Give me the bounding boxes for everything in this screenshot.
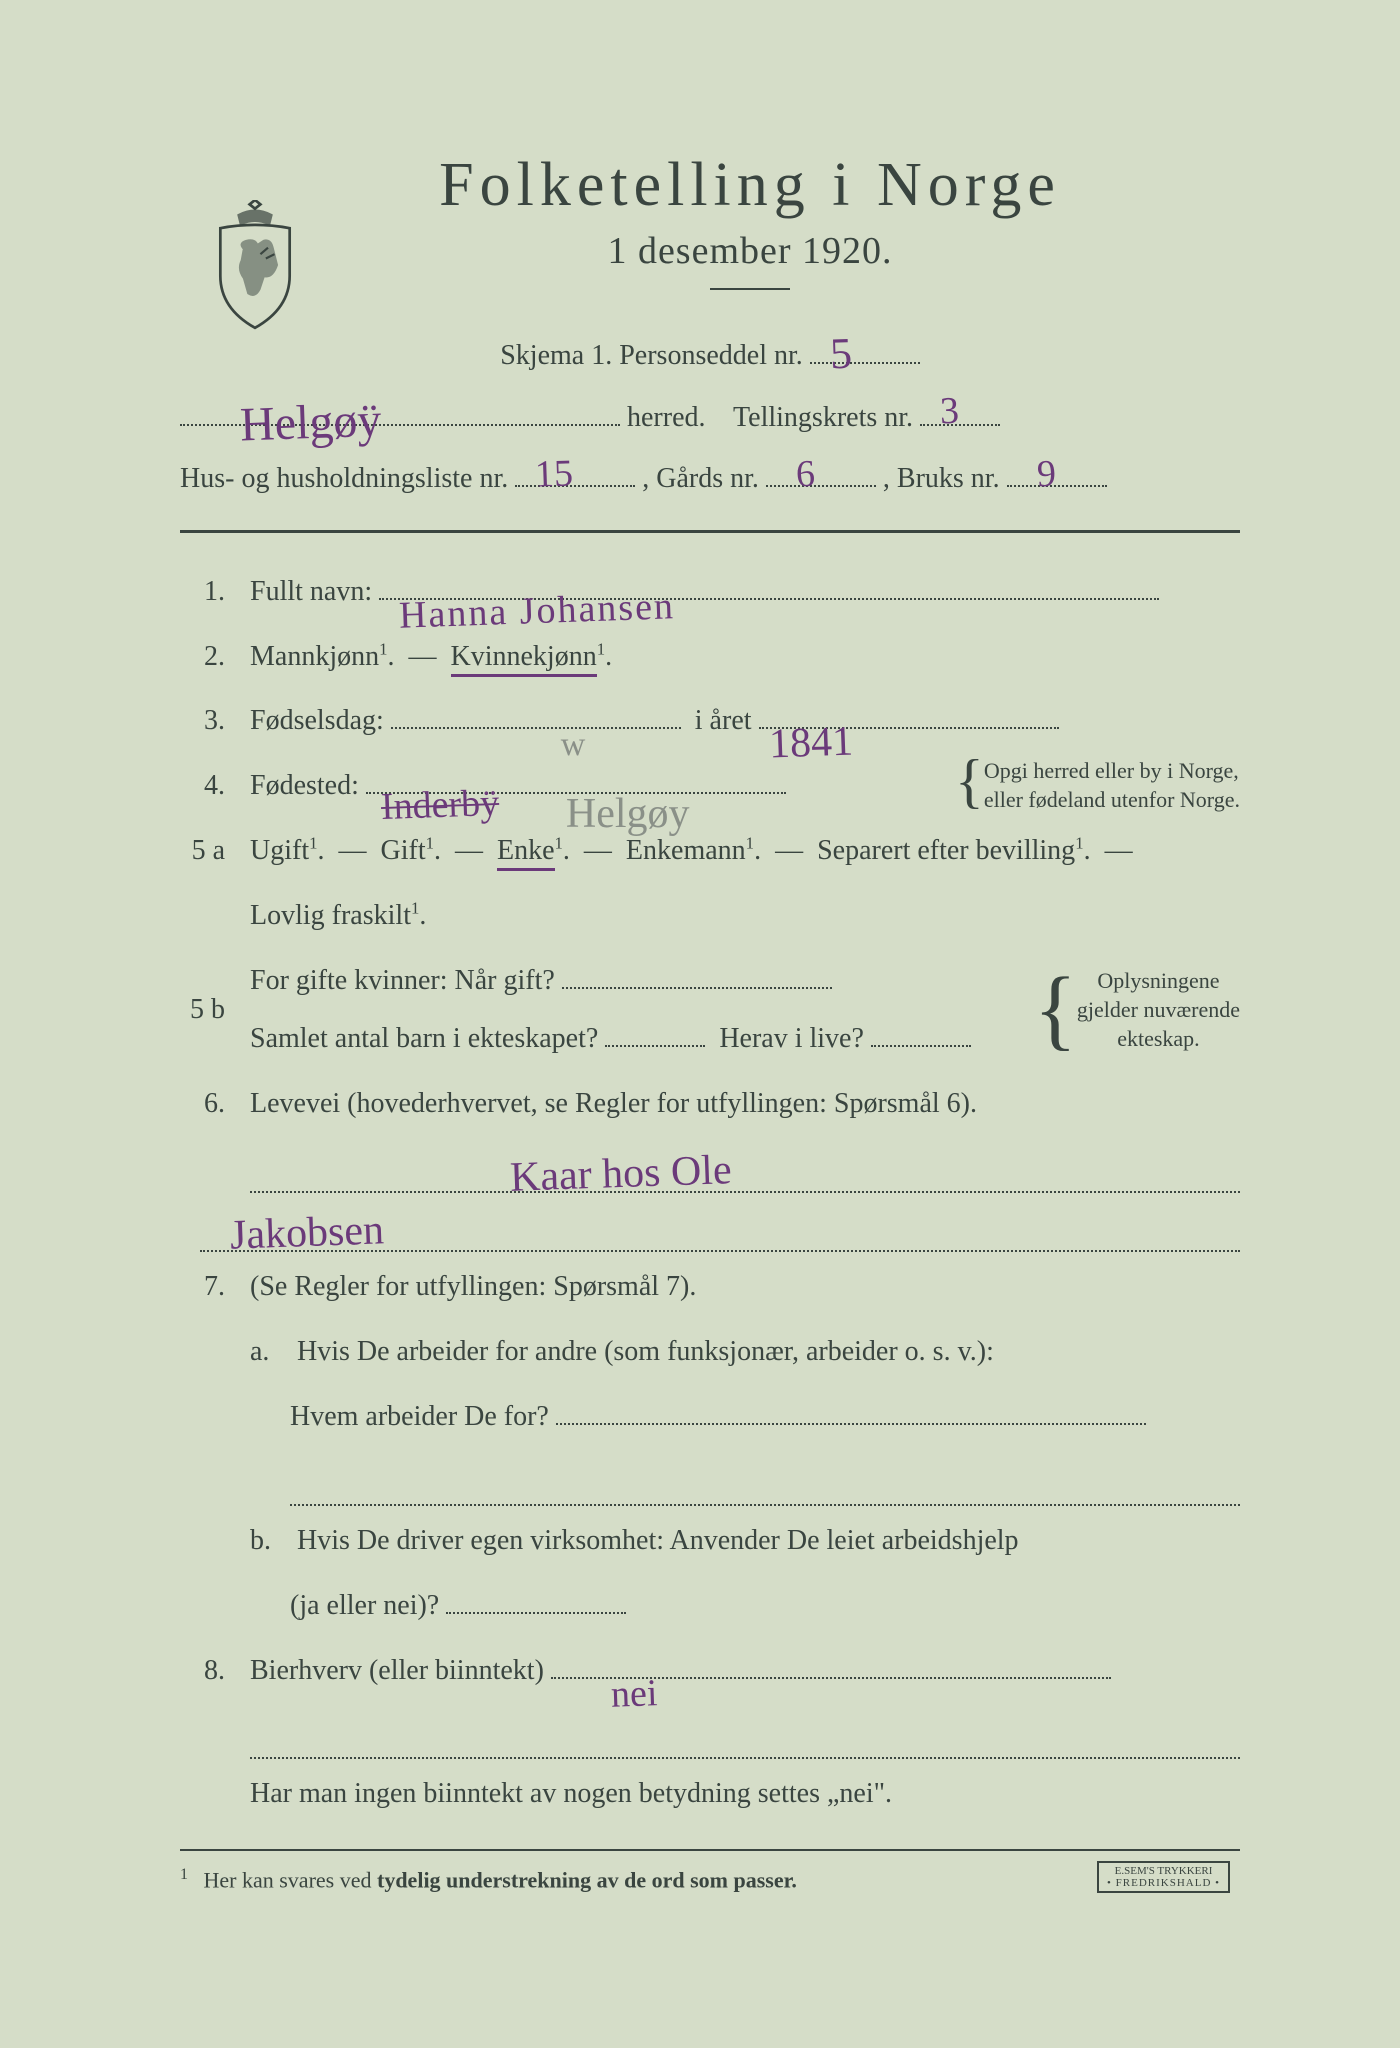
fn-num: 1 [180, 1866, 188, 1883]
q3-num: 3. [180, 692, 250, 751]
q8-blank [180, 1706, 1240, 1759]
q5b-num: 5 b [180, 981, 250, 1040]
q7a-text1: Hvis De arbeider for andre (som funksjon… [297, 1336, 994, 1367]
sub-title: 1 desember 1920. [260, 229, 1240, 273]
q7a-row1: a. Hvis De arbeider for andre (som funks… [180, 1323, 1240, 1382]
q5a-body2: Lovlig fraskilt1. [250, 887, 1240, 946]
q5a-opt: Separert efter bevilling1. [817, 835, 1091, 866]
q6-row: 6. Levevei (hovederhvervet, se Regler fo… [180, 1075, 1240, 1134]
q7b-text1: Hvis De driver egen virksomhet: Anvender… [297, 1525, 1019, 1556]
q1-num: 1. [180, 563, 250, 622]
title-block: Folketelling i Norge 1 desember 1920. [260, 150, 1240, 290]
q5b-label-b: Samlet antal barn i ekteskapet? [250, 1023, 598, 1054]
hushold-label: Hus- og husholdningsliste nr. [180, 463, 508, 494]
q7b-row1: b. Hvis De driver egen virksomhet: Anven… [180, 1512, 1240, 1571]
q2-opt-b: Kvinnekjønn1. [451, 641, 613, 672]
q5b-label-a: For gifte kvinner: Når gift? [250, 965, 555, 996]
content-area: Folketelling i Norge 1 desember 1920. Sk… [50, 60, 1350, 1988]
q6-num: 6. [180, 1075, 250, 1134]
q2-row: 2. Mannkjønn1. — Kvinnekjønn1. [180, 628, 1240, 687]
footer-note-row: Har man ingen biinntekt av nogen betydni… [180, 1765, 1240, 1824]
q5a-opt: Ugift1. [250, 835, 325, 866]
herred-row: Helgøÿ herred. Tellingskrets nr. 3 [180, 387, 1240, 449]
q4-row: 4. Fødested: Inderbÿ Helgøy { Opgi herre… [180, 757, 1240, 816]
coat-of-arms-icon [200, 200, 310, 330]
q5b-note-l3: ekteskap. [1077, 1025, 1240, 1054]
hushold-hw: 15 [534, 433, 575, 518]
schema-label: Skjema 1. Personseddel nr. [500, 340, 803, 371]
gaard-hw: 6 [794, 433, 816, 517]
bruks-hw: 9 [1035, 433, 1057, 517]
brace-icon: { [1034, 974, 1077, 1046]
main-title: Folketelling i Norge [260, 150, 1240, 221]
q7a-blank [180, 1453, 1240, 1506]
q2-num: 2. [180, 628, 250, 687]
document-page: Folketelling i Norge 1 desember 1920. Sk… [0, 0, 1400, 2048]
q5a-opt: Enke1. [497, 835, 570, 866]
q7-num: 7. [180, 1258, 250, 1317]
q5b-note: Oplysningene gjelder nuværende ekteskap. [1077, 967, 1240, 1053]
q3-label-b: i året [695, 705, 752, 736]
q4-note-l1: Opgi herred eller by i Norge, [984, 757, 1240, 786]
q2-opt-a: Mannkjønn1. [250, 641, 395, 672]
q7b-text2: (ja eller nei)? [290, 1590, 439, 1621]
q6-hw-row2: Jakobsen [180, 1199, 1240, 1252]
stamp-l1: E.SEM'S TRYKKERI [1107, 1865, 1220, 1877]
q5a-opt: Enkemann1. [626, 835, 761, 866]
q7a-num: a. [250, 1323, 290, 1382]
q4-label: Fødested: [250, 770, 359, 801]
q5b-label-c: Herav i live? [719, 1023, 864, 1054]
tellingskrets-label: Tellingskrets nr. [733, 402, 913, 433]
q7b-num: b. [250, 1512, 290, 1571]
question-list: 1. Fullt navn: Hanna Johansen 2. Mannkjø… [180, 563, 1240, 1825]
q5b-row1: 5 b For gifte kvinner: Når gift? Samlet … [180, 952, 1240, 1070]
q5a-row: 5 a Ugift1. — Gift1. — Enke1. — Enkemann… [180, 822, 1240, 881]
q7-row: 7. (Se Regler for utfyllingen: Spørsmål … [180, 1258, 1240, 1317]
q5a-row2: Lovlig fraskilt1. [180, 887, 1240, 946]
q4-num: 4. [180, 757, 250, 816]
q5a-opt: Gift1. [381, 835, 442, 866]
divider-thin [180, 1849, 1240, 1851]
brace-icon: { [955, 757, 984, 805]
q8-num: 8. [180, 1642, 250, 1701]
q7a-text2: Hvem arbeider De for? [290, 1401, 549, 1432]
q5a-num: 5 a [180, 822, 250, 881]
q1-label: Fullt navn: [250, 576, 372, 607]
q8-label: Bierhverv (eller biinntekt) [250, 1655, 544, 1686]
q1-row: 1. Fullt navn: Hanna Johansen [180, 563, 1240, 622]
title-rule [710, 288, 790, 290]
q8-row: 8. Bierhverv (eller biinntekt) nei [180, 1642, 1240, 1701]
fn-text-b: tydelig understrekning av de ord som pas… [377, 1868, 797, 1893]
q7-label: (Se Regler for utfyllingen: Spørsmål 7). [250, 1271, 696, 1302]
footnote: 1 Her kan svares ved tydelig understrekn… [180, 1866, 1240, 1893]
printer-stamp: E.SEM'S TRYKKERI • FREDRIKSHALD • [1097, 1861, 1230, 1893]
q4-note: Opgi herred eller by i Norge, eller føde… [984, 757, 1240, 814]
hushold-row: Hus- og husholdningsliste nr. 15 , Gårds… [180, 448, 1240, 510]
q5b-note-l1: Oplysningene [1077, 967, 1240, 996]
q5a-opt: Lovlig fraskilt1. [250, 900, 426, 931]
header-fields: Skjema 1. Personseddel nr. 5 Helgøÿ herr… [180, 325, 1240, 510]
q6-hw-row1: Kaar hos Ole [180, 1140, 1240, 1193]
q5a-body: Ugift1. — Gift1. — Enke1. — Enkemann1. —… [250, 822, 1240, 881]
gaard-label: , Gårds nr. [642, 463, 759, 494]
bruks-label: , Bruks nr. [883, 463, 1000, 494]
q4-note-l2: eller fødeland utenfor Norge. [984, 786, 1240, 815]
footer-note: Har man ingen biinntekt av nogen betydni… [250, 1778, 892, 1809]
herred-label: herred. [627, 402, 706, 433]
q5b-note-l2: gjelder nuværende [1077, 996, 1240, 1025]
divider-thick [180, 530, 1240, 533]
stamp-l2: FREDRIKSHALD [1116, 1877, 1212, 1889]
q6-label: Levevei (hovederhvervet, se Regler for u… [250, 1088, 977, 1119]
q3-label-a: Fødselsdag: [250, 705, 384, 736]
q3-row: 3. Fødselsdag: w i året 1841 [180, 692, 1240, 751]
q7b-row2: (ja eller nei)? [180, 1577, 1240, 1636]
tellingskrets-hw: 3 [939, 369, 961, 453]
q7a-row2: Hvem arbeider De for? [180, 1388, 1240, 1447]
fn-text-a: Her kan svares ved [204, 1868, 378, 1893]
dash: — [409, 641, 437, 672]
